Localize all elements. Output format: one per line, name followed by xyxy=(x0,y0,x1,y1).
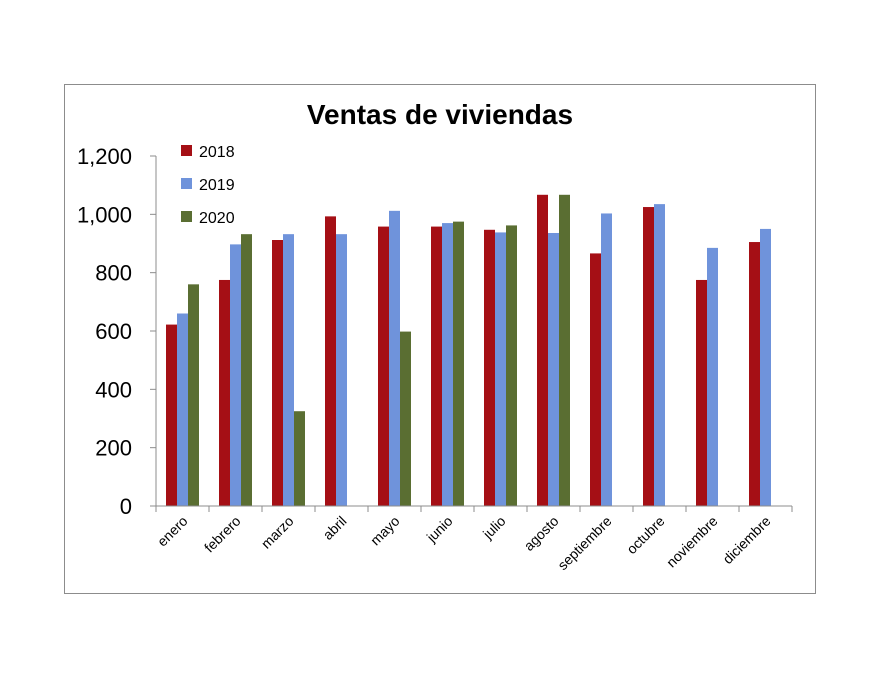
bar-2020-enero xyxy=(188,284,199,506)
bar-2020-julio xyxy=(506,225,517,506)
y-tick-label: 1,200 xyxy=(77,144,132,169)
legend-swatch-2018 xyxy=(181,145,192,156)
x-tick-label: septiembre xyxy=(554,513,614,573)
bar-2019-octubre xyxy=(654,204,665,506)
bar-2019-abril xyxy=(336,234,347,506)
bar-2018-junio xyxy=(431,226,442,507)
legend-swatch-2020 xyxy=(181,211,192,222)
bar-2019-diciembre xyxy=(760,228,771,506)
x-tick-label: enero xyxy=(154,513,191,550)
x-tick-label: agosto xyxy=(521,513,562,554)
bar-2019-junio xyxy=(442,223,453,507)
bar-2019-noviembre xyxy=(707,247,718,506)
legend-label: 2020 xyxy=(199,210,235,227)
y-tick-label: 1,000 xyxy=(77,202,132,227)
x-tick-label: junio xyxy=(423,513,456,546)
bar-2019-marzo xyxy=(283,234,294,506)
legend-swatch-2019 xyxy=(181,178,192,189)
bar-2020-mayo xyxy=(400,331,411,506)
bar-2020-febrero xyxy=(241,234,252,506)
x-tick-label: julio xyxy=(479,513,509,543)
legend-label: 2018 xyxy=(199,144,235,161)
bar-2018-febrero xyxy=(219,279,230,506)
y-axis: 0 200 400 600 800 1,000 1,200 xyxy=(77,144,157,519)
bar-2019-febrero xyxy=(230,244,241,506)
y-tick-label: 800 xyxy=(95,261,132,286)
x-tick-label: diciembre xyxy=(719,513,773,567)
bar-2018-julio xyxy=(484,229,495,506)
bar-2018-abril xyxy=(325,216,336,506)
bar-2018-marzo xyxy=(272,240,283,506)
x-tick-label: noviembre xyxy=(663,513,721,571)
bar-2018-septiembre xyxy=(590,253,601,506)
bar-2018-agosto xyxy=(537,194,548,506)
chart-title: Ventas de viviendas xyxy=(307,99,573,130)
bar-2019-agosto xyxy=(548,233,559,506)
x-tick-label: octubre xyxy=(623,513,667,557)
x-tick-label: marzo xyxy=(258,513,297,552)
bar-2020-agosto xyxy=(559,194,570,506)
x-axis: enero febrero marzo abril mayo junio julio agos… xyxy=(154,505,793,573)
bar-2019-enero xyxy=(177,313,188,506)
x-tick-label: mayo xyxy=(367,513,403,549)
y-tick-label: 600 xyxy=(95,319,132,344)
bars xyxy=(166,194,771,507)
y-tick-label: 400 xyxy=(95,377,132,402)
y-tick-label: 200 xyxy=(95,436,132,461)
legend-label: 2019 xyxy=(199,177,235,194)
bar-2019-mayo xyxy=(389,210,400,507)
bar-2018-enero xyxy=(166,324,177,506)
bar-2019-septiembre xyxy=(601,213,612,507)
bar-2018-octubre xyxy=(643,207,654,506)
bar-2020-junio xyxy=(453,221,464,506)
x-tick-label: abril xyxy=(320,513,350,543)
y-tick-label: 0 xyxy=(120,494,132,519)
bar-2019-julio xyxy=(495,232,506,506)
x-tick-label: febrero xyxy=(201,513,244,556)
bar-2020-marzo xyxy=(294,411,305,506)
bar-2018-mayo xyxy=(378,226,389,507)
legend: 2018 2019 2020 xyxy=(181,144,235,227)
bar-2018-diciembre xyxy=(749,242,760,506)
bar-2018-noviembre xyxy=(696,279,707,506)
